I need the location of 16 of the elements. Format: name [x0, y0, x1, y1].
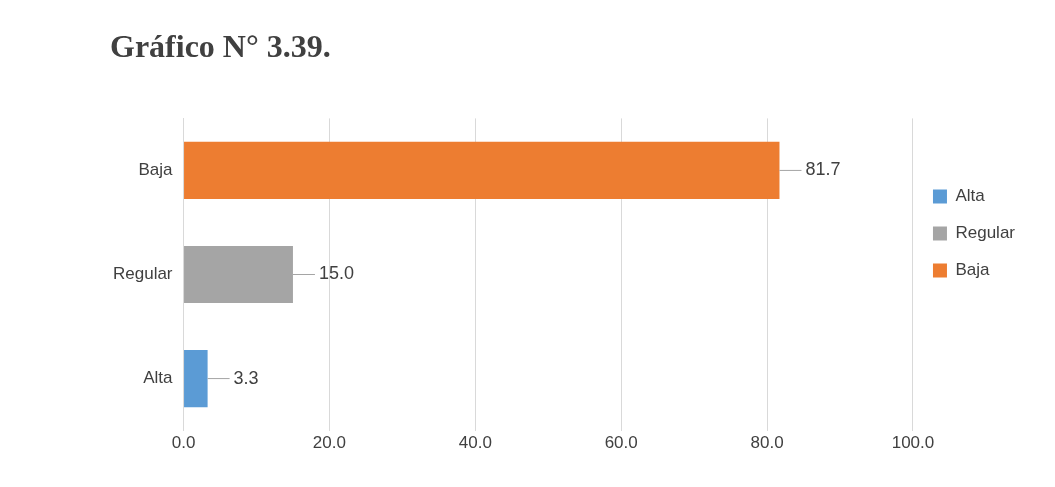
legend-label: Baja [955, 260, 991, 280]
x-tick-label: 100.0 [891, 433, 935, 453]
data-label: 81.7 [805, 159, 841, 180]
y-tick-label: Baja [138, 160, 174, 180]
x-tick-label: 20.0 [312, 433, 346, 453]
legend-label: Regular [955, 223, 1016, 243]
legend-label: Alta [955, 186, 986, 206]
chart-title: Gráfico N° 3.39. [110, 28, 331, 65]
x-tick-label: 60.0 [604, 433, 638, 453]
x-tick-label: 80.0 [750, 433, 784, 453]
data-label: 3.3 [233, 367, 259, 388]
y-tick-label: Alta [143, 368, 174, 388]
data-label: 15.0 [318, 263, 354, 284]
x-tick-label: 0.0 [171, 433, 196, 453]
y-tick-label: Regular [112, 264, 173, 284]
x-tick-label: 40.0 [458, 433, 492, 453]
